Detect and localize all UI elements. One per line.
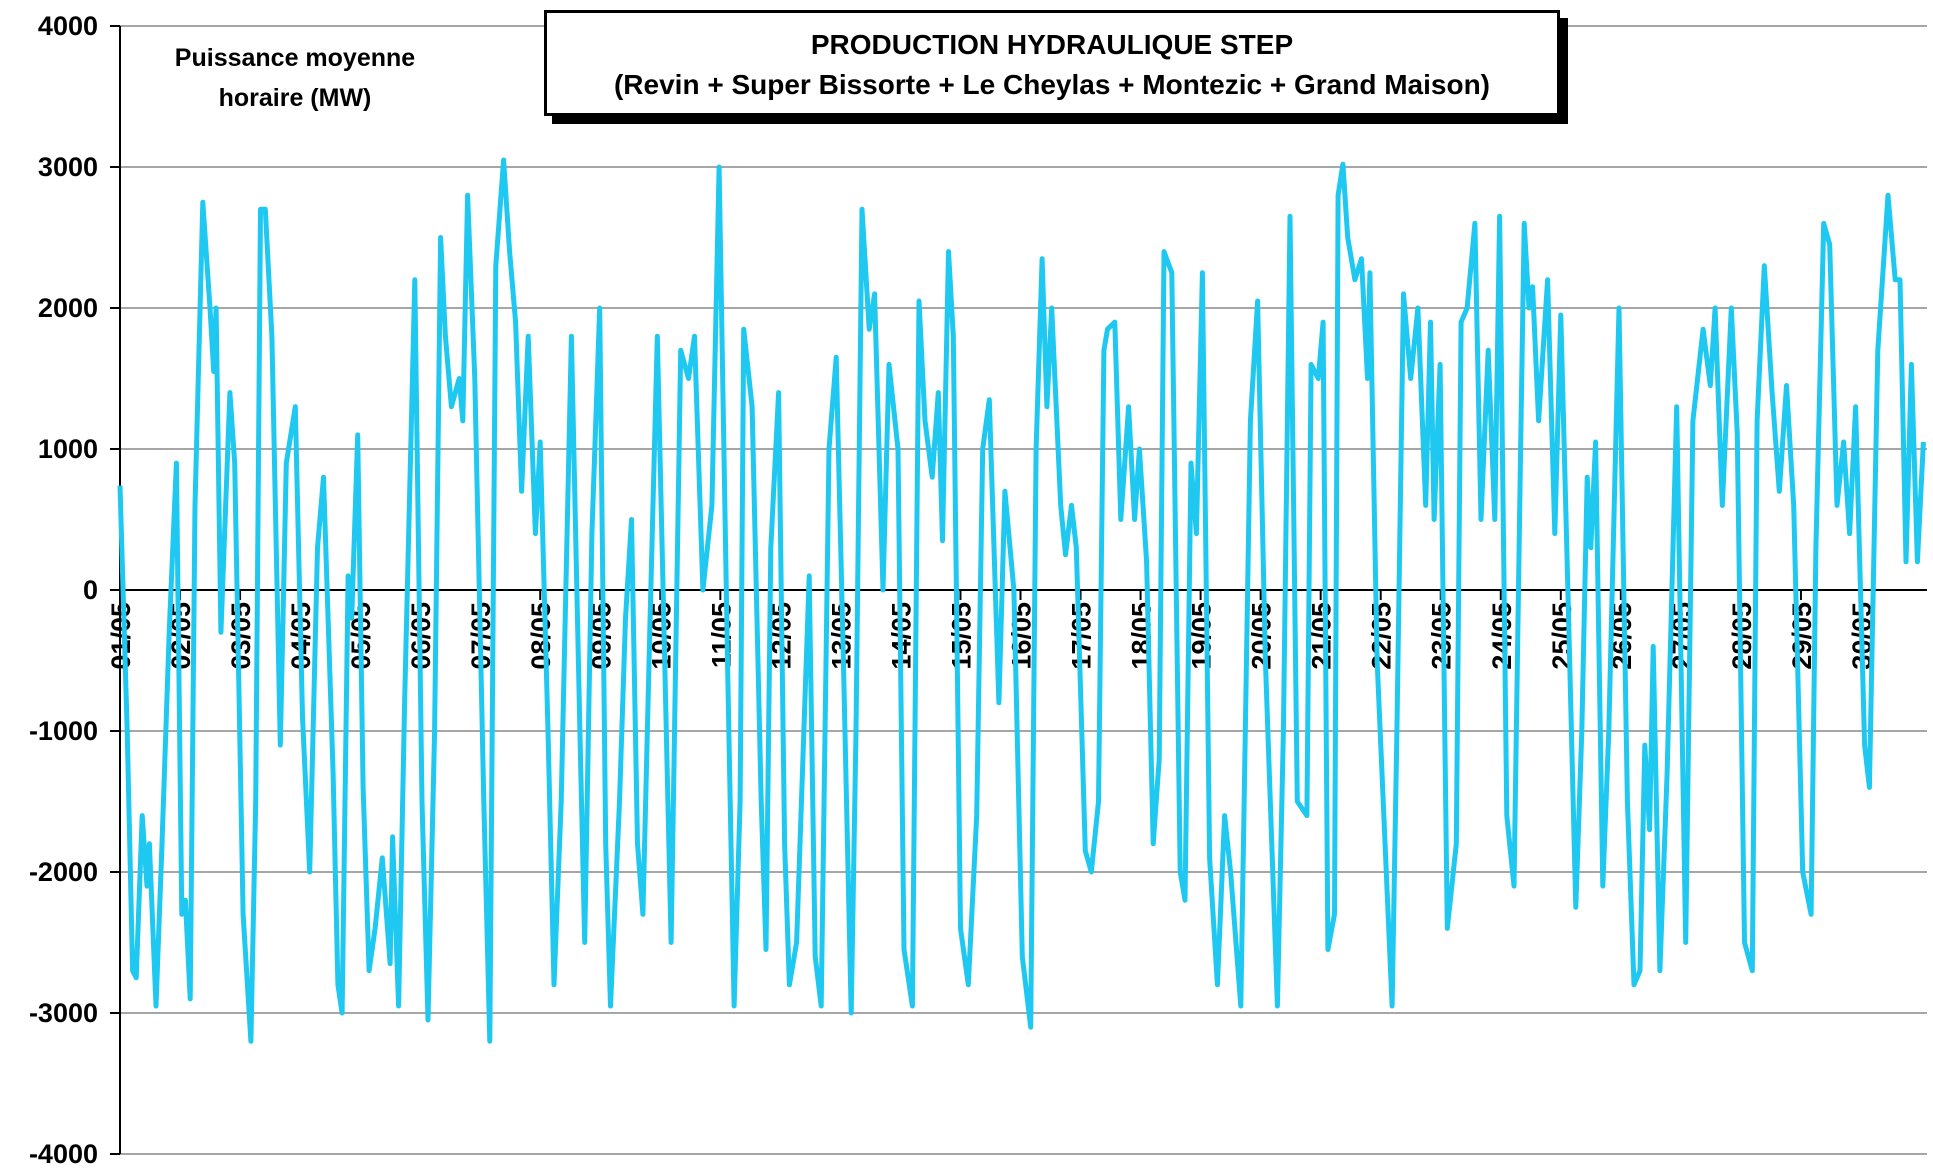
x-tick-label: 25/05 [1547, 602, 1577, 670]
y-tick-label: -4000 [29, 1139, 98, 1169]
chart-subtitle: (Revin + Super Bissorte + Le Cheylas + M… [613, 69, 1491, 100]
x-tick-label: 08/05 [526, 602, 556, 670]
y-tick-label: -3000 [29, 998, 98, 1028]
x-tick-label: 29/05 [1787, 602, 1817, 670]
x-tick-label: 24/05 [1487, 602, 1517, 670]
y-tick-label: -1000 [29, 716, 98, 746]
x-tick-label: 20/05 [1247, 602, 1277, 670]
x-tick-label: 18/05 [1127, 602, 1157, 670]
y-tick-label: 4000 [38, 11, 98, 41]
chart-title: PRODUCTION HYDRAULIQUE STEP [810, 29, 1294, 60]
y-tick-label: -2000 [29, 857, 98, 887]
x-tick-label: 01/05 [106, 602, 136, 670]
x-tick-label: 11/05 [706, 602, 736, 668]
x-tick-label: 03/05 [226, 602, 256, 670]
x-tick-label: 15/05 [946, 602, 976, 670]
y-tick-label: 0 [83, 575, 98, 605]
x-tick-label: 19/05 [1187, 602, 1217, 670]
x-tick-label: 16/05 [1006, 602, 1036, 670]
data-line [117, 157, 1926, 1044]
y-axis-annotation: Puissance moyenne horaire (MW) [174, 44, 416, 112]
x-tick-label: 21/05 [1307, 602, 1337, 670]
y-tick-label: 3000 [38, 152, 98, 182]
title-box: PRODUCTION HYDRAULIQUE STEP (Revin + Sup… [544, 10, 1560, 116]
y-tick-label: 1000 [38, 434, 98, 464]
y-tick-label: 2000 [38, 293, 98, 323]
x-tick-label: 22/05 [1367, 602, 1397, 670]
